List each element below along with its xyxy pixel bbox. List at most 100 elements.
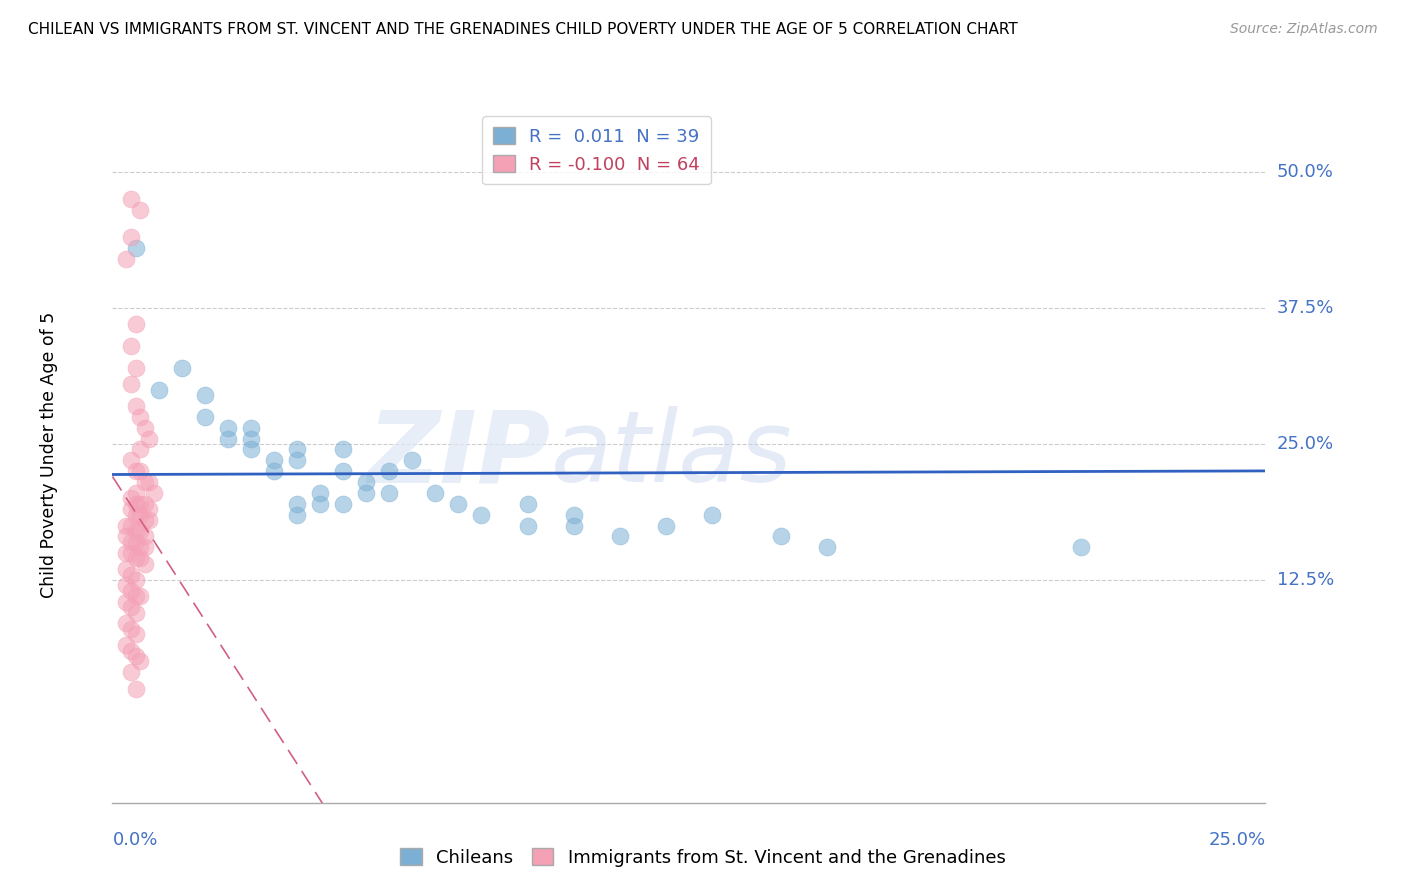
Point	[285, 442, 308, 457]
Point	[138, 502, 160, 516]
Point	[115, 578, 138, 592]
Point	[115, 546, 138, 560]
Point	[129, 464, 152, 478]
Point	[129, 508, 152, 522]
Point	[120, 567, 142, 582]
Point	[332, 442, 354, 457]
Point	[263, 453, 285, 467]
Point	[263, 464, 285, 478]
Point	[700, 508, 723, 522]
Point	[516, 497, 538, 511]
Point	[129, 524, 152, 538]
Text: Source: ZipAtlas.com: Source: ZipAtlas.com	[1230, 22, 1378, 37]
Point	[378, 464, 401, 478]
Point	[516, 518, 538, 533]
Point	[124, 681, 146, 696]
Text: 0.0%: 0.0%	[112, 830, 157, 848]
Point	[609, 529, 631, 543]
Text: 50.0%: 50.0%	[1277, 163, 1334, 181]
Point	[143, 486, 166, 500]
Point	[124, 318, 146, 332]
Point	[1070, 541, 1092, 555]
Point	[354, 475, 377, 489]
Point	[332, 464, 354, 478]
Point	[447, 497, 470, 511]
Point	[378, 486, 401, 500]
Point	[124, 606, 146, 620]
Point	[309, 486, 332, 500]
Point	[115, 252, 138, 267]
Point	[120, 230, 142, 244]
Point	[124, 241, 146, 255]
Point	[124, 486, 146, 500]
Text: CHILEAN VS IMMIGRANTS FROM ST. VINCENT AND THE GRENADINES CHILD POVERTY UNDER TH: CHILEAN VS IMMIGRANTS FROM ST. VINCENT A…	[28, 22, 1018, 37]
Point	[770, 529, 793, 543]
Point	[655, 518, 678, 533]
Point	[124, 524, 146, 538]
Text: 25.0%: 25.0%	[1208, 830, 1265, 848]
Point	[129, 442, 152, 457]
Point	[124, 627, 146, 641]
Point	[115, 595, 138, 609]
Text: 37.5%: 37.5%	[1277, 299, 1334, 318]
Point	[120, 377, 142, 392]
Point	[124, 534, 146, 549]
Legend: Chileans, Immigrants from St. Vincent and the Grenadines: Chileans, Immigrants from St. Vincent an…	[394, 841, 1012, 874]
Text: Child Poverty Under the Age of 5: Child Poverty Under the Age of 5	[39, 312, 58, 598]
Point	[134, 421, 156, 435]
Point	[285, 497, 308, 511]
Text: 12.5%: 12.5%	[1277, 571, 1334, 589]
Point	[134, 557, 156, 571]
Point	[562, 508, 585, 522]
Point	[115, 616, 138, 631]
Point	[148, 383, 170, 397]
Point	[239, 442, 262, 457]
Text: 25.0%: 25.0%	[1277, 435, 1334, 453]
Point	[138, 475, 160, 489]
Point	[115, 518, 138, 533]
Point	[129, 409, 152, 424]
Point	[124, 573, 146, 587]
Point	[115, 529, 138, 543]
Point	[129, 551, 152, 566]
Point	[194, 388, 217, 402]
Point	[129, 589, 152, 603]
Point	[120, 534, 142, 549]
Point	[120, 491, 142, 506]
Point	[401, 453, 423, 467]
Point	[138, 513, 160, 527]
Point	[124, 399, 146, 413]
Point	[332, 497, 354, 511]
Point	[134, 529, 156, 543]
Point	[815, 541, 838, 555]
Point	[134, 541, 156, 555]
Point	[124, 508, 146, 522]
Point	[239, 421, 262, 435]
Point	[217, 421, 239, 435]
Point	[470, 508, 492, 522]
Point	[120, 502, 142, 516]
Point	[120, 453, 142, 467]
Point	[239, 432, 262, 446]
Point	[120, 622, 142, 636]
Point	[138, 432, 160, 446]
Point	[425, 486, 447, 500]
Point	[134, 475, 156, 489]
Point	[309, 497, 332, 511]
Point	[170, 361, 193, 376]
Point	[120, 583, 142, 598]
Point	[194, 409, 217, 424]
Point	[134, 497, 156, 511]
Point	[124, 551, 146, 566]
Point	[115, 562, 138, 576]
Point	[120, 193, 142, 207]
Point	[217, 432, 239, 446]
Legend: R =  0.011  N = 39, R = -0.100  N = 64: R = 0.011 N = 39, R = -0.100 N = 64	[482, 116, 711, 185]
Text: atlas: atlas	[551, 407, 792, 503]
Point	[285, 453, 308, 467]
Point	[285, 508, 308, 522]
Point	[129, 541, 152, 555]
Point	[124, 361, 146, 376]
Point	[115, 638, 138, 652]
Point	[129, 655, 152, 669]
